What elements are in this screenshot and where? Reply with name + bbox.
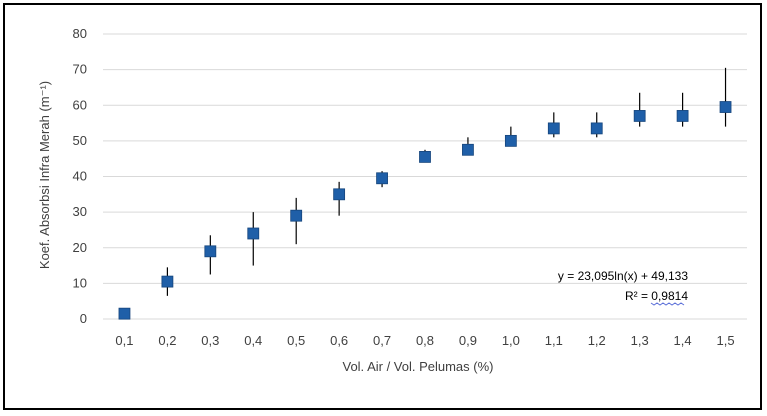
y-axis-title: Koef. Absorbsi Infra Merah (m⁻¹) bbox=[37, 81, 52, 269]
data-point-marker bbox=[462, 143, 474, 156]
x-tick-labels: 0,1 0,2 0,3 0,4 0,5 0,6 0,7 0,8 0,9 1,0 1,1 1,2 1,3 1… bbox=[115, 333, 734, 348]
y-tick-label: 30 bbox=[73, 204, 87, 219]
data-point-marker bbox=[419, 151, 431, 163]
x-tick-label: 0,6 bbox=[330, 333, 348, 348]
x-tick-label: 0,3 bbox=[201, 333, 219, 348]
y-tick-label: 20 bbox=[73, 240, 87, 255]
data-point-marker bbox=[590, 122, 603, 135]
x-tick-label: 0,7 bbox=[373, 333, 391, 348]
data-point-marker bbox=[247, 227, 260, 240]
data-point-marker bbox=[633, 110, 646, 122]
r-squared-prefix: R² = bbox=[625, 289, 651, 303]
x-tick-label: 1,4 bbox=[674, 333, 692, 348]
data-point-marker bbox=[204, 245, 217, 258]
x-tick-label: 0,1 bbox=[115, 333, 133, 348]
data-point-marker bbox=[118, 307, 131, 320]
y-tick-label: 0 bbox=[80, 311, 87, 326]
x-tick-label: 1,5 bbox=[716, 333, 734, 348]
data-point-marker bbox=[676, 110, 689, 122]
r-squared-label: R² = 0,9814 bbox=[625, 289, 688, 303]
x-axis-title: Vol. Air / Vol. Pelumas (%) bbox=[342, 359, 493, 374]
chart-frame: 0 10 20 30 40 50 60 70 80 0,1 0,2 0,3 0,4 0,5 0,6 0,7 0… bbox=[3, 3, 762, 410]
data-point-marker bbox=[547, 122, 560, 135]
trendline-equation: y = 23,095ln(x) + 49,133 bbox=[558, 269, 688, 283]
y-tick-label: 80 bbox=[73, 26, 87, 41]
y-tick-label: 50 bbox=[73, 133, 87, 148]
y-tick-label: 40 bbox=[73, 169, 87, 184]
r-squared-value: 0,9814 bbox=[651, 289, 688, 303]
x-tick-label: 1,0 bbox=[502, 333, 520, 348]
data-point-marker bbox=[719, 101, 732, 113]
data-point-marker bbox=[161, 275, 174, 288]
x-tick-label: 1,1 bbox=[545, 333, 563, 348]
x-tick-label: 0,4 bbox=[244, 333, 262, 348]
x-tick-label: 0,8 bbox=[416, 333, 434, 348]
y-tick-labels: 0 10 20 30 40 50 60 70 80 bbox=[73, 26, 87, 326]
data-points bbox=[118, 101, 732, 320]
y-tick-label: 60 bbox=[73, 97, 87, 112]
x-tick-label: 0,5 bbox=[287, 333, 305, 348]
data-point-marker bbox=[376, 172, 388, 185]
x-tick-label: 0,2 bbox=[158, 333, 176, 348]
data-point-marker bbox=[333, 188, 346, 201]
data-point-marker bbox=[290, 209, 303, 222]
spellcheck-squiggle bbox=[650, 302, 685, 306]
x-tick-label: 0,9 bbox=[459, 333, 477, 348]
data-point-marker bbox=[504, 134, 517, 147]
x-tick-label: 1,3 bbox=[631, 333, 649, 348]
y-tick-label: 10 bbox=[73, 275, 87, 290]
x-tick-label: 1,2 bbox=[588, 333, 606, 348]
y-tick-label: 70 bbox=[73, 62, 87, 77]
